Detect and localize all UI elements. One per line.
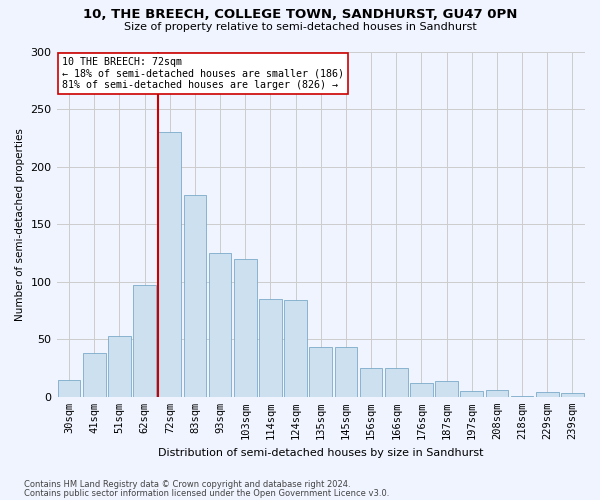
X-axis label: Distribution of semi-detached houses by size in Sandhurst: Distribution of semi-detached houses by … [158, 448, 484, 458]
Y-axis label: Number of semi-detached properties: Number of semi-detached properties [15, 128, 25, 320]
Bar [561, 394, 584, 397]
Bar [485, 390, 508, 397]
Bar [536, 392, 559, 397]
Bar [385, 368, 407, 397]
Text: 10 THE BREECH: 72sqm
← 18% of semi-detached houses are smaller (186)
81% of semi: 10 THE BREECH: 72sqm ← 18% of semi-detac… [62, 56, 344, 90]
Bar [410, 383, 433, 397]
Bar [158, 132, 181, 397]
Bar [234, 258, 257, 397]
Bar [184, 196, 206, 397]
Bar [460, 391, 483, 397]
Bar [360, 368, 382, 397]
Bar [310, 348, 332, 397]
Bar [284, 300, 307, 397]
Bar [435, 380, 458, 397]
Bar [259, 299, 282, 397]
Bar [58, 380, 80, 397]
Bar [108, 336, 131, 397]
Bar [133, 285, 156, 397]
Bar [83, 353, 106, 397]
Text: Contains HM Land Registry data © Crown copyright and database right 2024.: Contains HM Land Registry data © Crown c… [24, 480, 350, 489]
Bar [209, 253, 232, 397]
Bar [335, 348, 357, 397]
Text: Contains public sector information licensed under the Open Government Licence v3: Contains public sector information licen… [24, 488, 389, 498]
Bar [511, 396, 533, 397]
Text: 10, THE BREECH, COLLEGE TOWN, SANDHURST, GU47 0PN: 10, THE BREECH, COLLEGE TOWN, SANDHURST,… [83, 8, 517, 20]
Text: Size of property relative to semi-detached houses in Sandhurst: Size of property relative to semi-detach… [124, 22, 476, 32]
